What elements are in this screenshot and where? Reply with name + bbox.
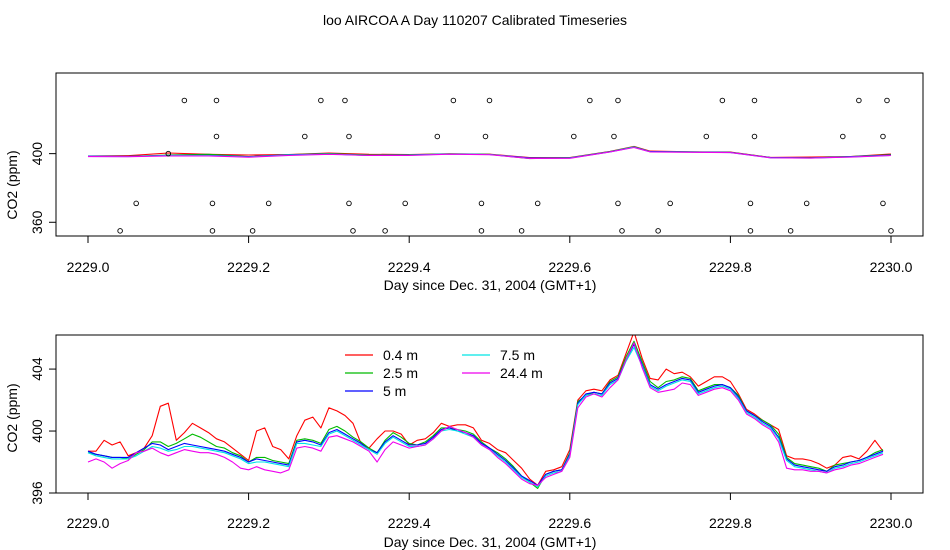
bottom-y-tick-label: 400: [29, 419, 45, 443]
status-marker-point: [434, 133, 441, 140]
status-marker-point: [450, 97, 457, 104]
top-panel-labels: Day since Dec. 31, 2004 (GMT+1) CO2 (ppm…: [4, 150, 596, 293]
status-marker-point: [880, 200, 886, 207]
bottom-series-7-5-m: [87, 346, 884, 488]
status-marker-point: [302, 133, 308, 140]
bottom-panel-axes: 2229.0 2229.2 2229.4 2229.6 2229.8 2230.0 396 4…: [29, 334, 924, 531]
legend-label-2-5-m: 2.5 m: [383, 365, 418, 381]
status-marker-point: [346, 200, 352, 207]
bottom-plot-frame: [55, 334, 924, 494]
bottom-panel-labels: Day since Dec. 31, 2004 (GMT+1) CO2 (ppm…: [4, 383, 596, 550]
status-marker-point: [402, 200, 408, 207]
status-marker-point: [382, 228, 388, 234]
top-x-tick-label: 2229.2: [227, 259, 270, 275]
status-marker-point: [534, 200, 541, 207]
bottom-y-axis-title: CO2 (ppm): [4, 383, 20, 452]
top-panel: 2229.0 2229.2 2229.4 2229.6 2229.8 2230.0 360 4…: [4, 72, 924, 293]
status-marker-point: [209, 228, 216, 234]
top-y-tick-label: 360: [29, 210, 45, 234]
status-marker-point: [249, 228, 256, 234]
status-marker-point: [655, 228, 661, 234]
top-y-axis-title: CO2 (ppm): [4, 150, 20, 219]
legend-label-0-4-m: 0.4 m: [383, 347, 418, 363]
status-marker-point: [703, 133, 710, 140]
bottom-series-0-4-m: [88, 335, 884, 486]
bottom-x-tick-label: 2229.4: [388, 515, 431, 531]
status-marker-point: [880, 133, 886, 140]
top-x-tick-label: 2229.6: [548, 259, 591, 275]
bottom-x-tick-label: 2229.0: [67, 515, 110, 531]
status-marker-point: [751, 97, 758, 104]
status-marker-point: [840, 133, 846, 140]
status-marker-point: [486, 97, 493, 104]
status-marker-point: [350, 228, 356, 234]
bottom-x-tick-label: 2229.6: [548, 515, 591, 531]
top-x-tick-label: 2229.8: [709, 259, 752, 275]
status-marker-point: [518, 228, 525, 234]
top-y-tick-label: 400: [29, 142, 45, 166]
bottom-x-tick-label: 2229.2: [227, 515, 270, 531]
top-plot-frame: [55, 72, 924, 237]
status-marker-point: [787, 228, 794, 234]
bottom-y-tick-label: 396: [29, 481, 45, 505]
status-marker-point: [884, 97, 890, 104]
status-marker-point: [888, 228, 894, 234]
legend-label-7-5-m: 7.5 m: [500, 347, 535, 363]
status-marker-point: [482, 133, 489, 140]
status-marker-point: [747, 228, 754, 234]
status-marker-point: [587, 97, 593, 104]
top-x-tick-label: 2229.4: [388, 259, 431, 275]
status-marker-point: [619, 228, 625, 234]
top-series-7-5-m: [87, 146, 892, 159]
top-panel-axes: 2229.0 2229.2 2229.4 2229.6 2229.8 2230.0 360 4…: [29, 72, 924, 275]
status-marker-point: [133, 200, 139, 207]
status-marker-point: [478, 228, 485, 234]
status-marker-point: [615, 97, 621, 104]
bottom-panel: 2229.0 2229.2 2229.4 2229.6 2229.8 2230.0 396 4…: [4, 334, 924, 550]
status-marker-point: [751, 133, 758, 140]
top-panel-markers: [117, 97, 894, 234]
top-panel-lines: [87, 145, 892, 160]
bottom-y-tick-label: 404: [29, 357, 45, 381]
legend: 0.4 m 2.5 m 5 m 7.5 m 24.4 m: [345, 347, 543, 399]
bottom-series-2-5-m: [87, 340, 884, 489]
status-marker-point: [213, 133, 220, 140]
bottom-x-axis-title: Day since Dec. 31, 2004 (GMT+1): [384, 534, 597, 550]
status-marker-point: [667, 200, 673, 207]
legend-label-24-4-m: 24.4 m: [500, 365, 543, 381]
bottom-x-tick-label: 2229.8: [709, 515, 752, 531]
top-x-axis-title: Day since Dec. 31, 2004 (GMT+1): [384, 277, 597, 293]
top-series-24-4-m: [87, 146, 892, 159]
bottom-series-5-m: [87, 343, 884, 486]
status-marker-point: [611, 133, 617, 140]
status-marker-point: [571, 133, 577, 140]
bottom-series-24-4-m: [87, 342, 884, 486]
status-marker-point: [803, 200, 810, 207]
status-marker-point: [747, 200, 754, 207]
top-x-tick-label: 2229.0: [67, 259, 110, 275]
status-marker-point: [346, 133, 352, 140]
top-x-tick-label: 2230.0: [870, 259, 913, 275]
status-marker-point: [265, 200, 272, 207]
status-marker-point: [318, 97, 324, 104]
status-marker-point: [856, 97, 862, 104]
status-marker-point: [165, 150, 172, 157]
bottom-panel-lines: [87, 335, 884, 489]
status-marker-point: [209, 200, 216, 207]
status-marker-point: [615, 200, 621, 207]
status-marker-point: [719, 97, 726, 104]
figure-title: loo AIRCOA A Day 110207 Calibrated Times…: [323, 12, 627, 28]
top-series-2-5-m: [87, 146, 892, 160]
legend-label-5-m: 5 m: [383, 383, 406, 399]
bottom-x-tick-label: 2230.0: [870, 515, 913, 531]
status-marker-point: [181, 97, 188, 104]
status-marker-point: [213, 97, 220, 104]
status-marker-point: [342, 97, 348, 104]
status-marker-point: [478, 200, 485, 207]
status-marker-point: [117, 228, 123, 234]
